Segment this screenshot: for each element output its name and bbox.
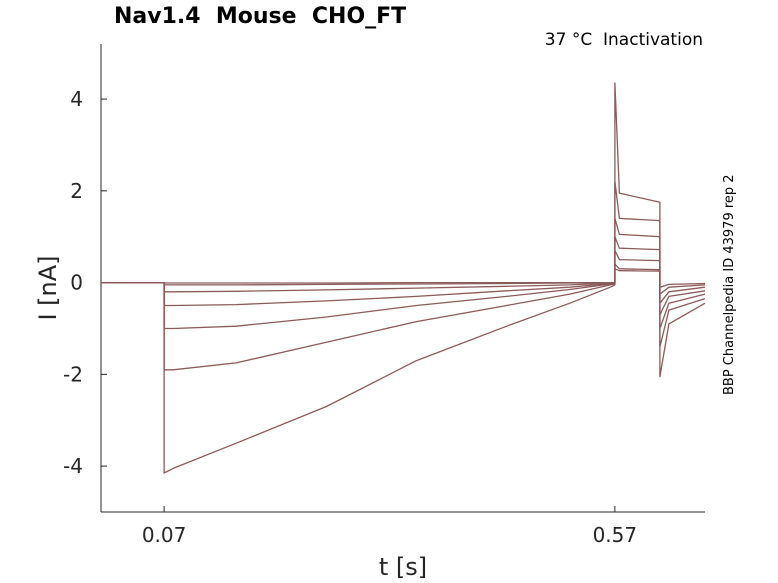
y-tick-label: -2	[63, 362, 83, 386]
chart-title: Nav1.4 Mouse CHO_FT	[114, 4, 407, 29]
y-axis-title: I [nA]	[34, 255, 62, 320]
current-trace-7	[101, 268, 706, 288]
chart-subtitle: 37 °C Inactivation	[544, 30, 703, 50]
y-tick-label: -4	[63, 454, 83, 478]
y-tick-label: 0	[70, 271, 83, 295]
x-tick-label: 0.57	[593, 523, 638, 547]
y-tick-label: 2	[70, 179, 83, 203]
x-axis-title: t [s]	[379, 553, 427, 581]
x-tick-label: 0.07	[142, 523, 187, 547]
y-tick-label: 4	[70, 87, 83, 111]
